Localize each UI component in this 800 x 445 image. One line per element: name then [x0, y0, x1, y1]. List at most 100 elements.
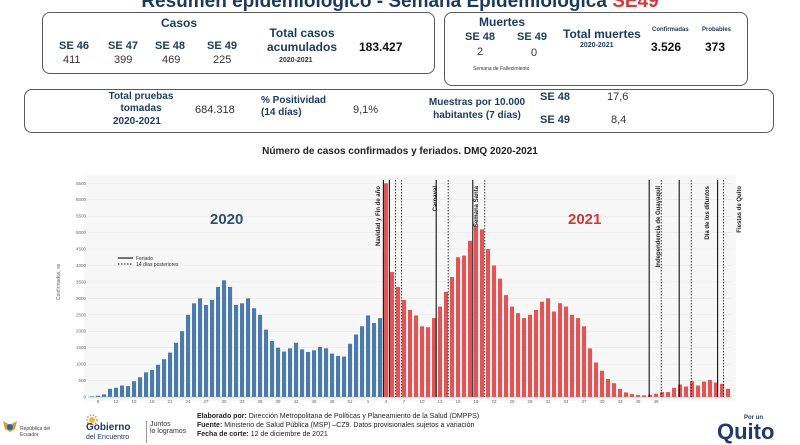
bar-2020 — [132, 381, 137, 397]
x-tick-label: 18 — [150, 399, 156, 404]
juntos-text-2: lo logramos — [150, 428, 187, 435]
bars — [88, 183, 732, 398]
bar-2021 — [588, 348, 593, 397]
footer-fecha: Fecha de corte: 12 de diciembre de 2021 — [197, 431, 328, 438]
bar-2021 — [714, 382, 719, 397]
x-tick-label: 36 — [258, 399, 264, 404]
x-tick-label: 21 — [168, 399, 174, 404]
bar-2020 — [318, 347, 323, 397]
bar-2021 — [726, 388, 731, 397]
deaths-total-period: 2020-2021 — [580, 42, 614, 49]
deaths-confirmed-label: Confirmadas — [652, 27, 689, 33]
cases-week-value-1: 399 — [114, 54, 133, 66]
bar-2021 — [414, 315, 419, 397]
bar-2020 — [330, 353, 335, 397]
y-tick-label: 2000 — [76, 329, 87, 334]
bar-2020 — [90, 396, 95, 397]
bar-2021 — [558, 303, 563, 397]
x-tick-label: 48 — [330, 399, 336, 404]
bar-2020 — [324, 348, 329, 397]
bar-2020 — [300, 349, 305, 397]
bar-2021 — [456, 257, 461, 397]
bar-2021 — [408, 309, 413, 397]
cases-week-label-1: SE 47 — [108, 40, 138, 52]
bar-2021 — [606, 378, 611, 397]
positivity-value: 9,1% — [353, 104, 379, 116]
bar-2021 — [702, 381, 707, 397]
year-label-2021: 2021 — [568, 211, 601, 228]
ecuador-seal — [2, 419, 18, 433]
bar-2020 — [192, 303, 197, 397]
holiday-lines — [382, 180, 724, 397]
bar-2020 — [306, 351, 311, 397]
x-tick-label: 51 — [348, 399, 354, 404]
bar-2021 — [684, 386, 689, 397]
bar-2021 — [528, 314, 533, 397]
bar-2020 — [342, 356, 347, 397]
deaths-probable-label: Probables — [702, 27, 732, 33]
cases-total-value: 183.427 — [359, 40, 403, 54]
bar-2021 — [672, 387, 677, 397]
quito-logo: Por un Quito — [717, 415, 797, 445]
cases-week-label-2: SE 48 — [155, 40, 185, 52]
bar-2021 — [480, 229, 485, 397]
x-tick-label: 15 — [132, 399, 138, 404]
footer-fuente-value: Ministerio de Salud Pública (MSP) –CZ9. … — [224, 422, 475, 429]
y-axis-label: Confirmados, se — [56, 263, 62, 300]
bar-2021 — [708, 379, 713, 397]
bar-2021 — [624, 392, 629, 397]
annotation-difuntos: Día de los difuntos — [705, 185, 711, 239]
bar-2021 — [504, 295, 509, 397]
cases-total-label: Total casos acumulados — [266, 26, 338, 54]
bar-2021 — [498, 278, 503, 397]
bar-2020 — [246, 298, 251, 397]
bar-2021 — [678, 384, 683, 397]
x-tick-label: 43 — [618, 399, 624, 404]
bar-2020 — [138, 377, 143, 397]
annotation-fiestas-quito: Fiestas de Quito — [737, 186, 743, 233]
bar-2021 — [516, 313, 521, 397]
deaths-week-label-0: SE 48 — [465, 31, 495, 43]
bar-2021 — [666, 392, 671, 397]
bar-2020 — [378, 318, 383, 397]
juntos-logo: Juntos lo logramos — [146, 421, 196, 443]
bar-2021 — [432, 318, 437, 397]
deaths-week-label-1: SE 49 — [517, 31, 547, 43]
y-tick-label: 2500 — [76, 312, 87, 317]
y-tick-label: 6000 — [76, 197, 87, 202]
bar-2020 — [216, 286, 221, 397]
cases-week-label-0: SE 46 — [59, 40, 89, 52]
positivity-label: % Positividad (14 días) — [261, 95, 327, 118]
x-tick-label: 19 — [474, 399, 480, 404]
cases-week-label-3: SE 49 — [207, 40, 237, 52]
x-tick-label: 31 — [546, 399, 552, 404]
gobierno-text: Gobierno — [86, 422, 131, 433]
cases-heading: Casos — [161, 16, 198, 30]
cases-total-period: 2020-2021 — [279, 57, 313, 64]
bar-2021 — [396, 286, 401, 397]
deaths-probable-value: 373 — [705, 40, 726, 54]
x-tick-label: 7 — [403, 399, 406, 404]
footer-fecha-value: 12 de diciembre de 2021 — [250, 431, 328, 438]
republica-text: República del Ecuador — [20, 426, 51, 438]
deaths-heading: Muertes — [479, 15, 526, 29]
bar-2020 — [186, 314, 191, 397]
samples-week-value-1: 8,4 — [611, 114, 627, 126]
legend-14-dias: 14 días posteriores — [136, 262, 179, 268]
bar-2020 — [270, 341, 275, 397]
footer-elaborado: Elaborado por: Dirección Metropolitana d… — [197, 413, 479, 420]
bar-2020 — [156, 364, 161, 397]
bar-2020 — [102, 394, 107, 397]
x-tick-label: 22 — [492, 399, 498, 404]
y-tick-label: 3500 — [76, 279, 87, 284]
bar-2021 — [522, 318, 527, 397]
deaths-confirmed-value: 3.526 — [651, 40, 682, 54]
bar-2021 — [540, 301, 545, 397]
bar-2021 — [462, 255, 467, 397]
bar-2021 — [444, 291, 449, 397]
bar-2020 — [264, 329, 269, 397]
bar-2021 — [636, 395, 641, 397]
bar-2021 — [720, 383, 725, 397]
annotation-carnaval: Carnaval — [433, 186, 439, 212]
